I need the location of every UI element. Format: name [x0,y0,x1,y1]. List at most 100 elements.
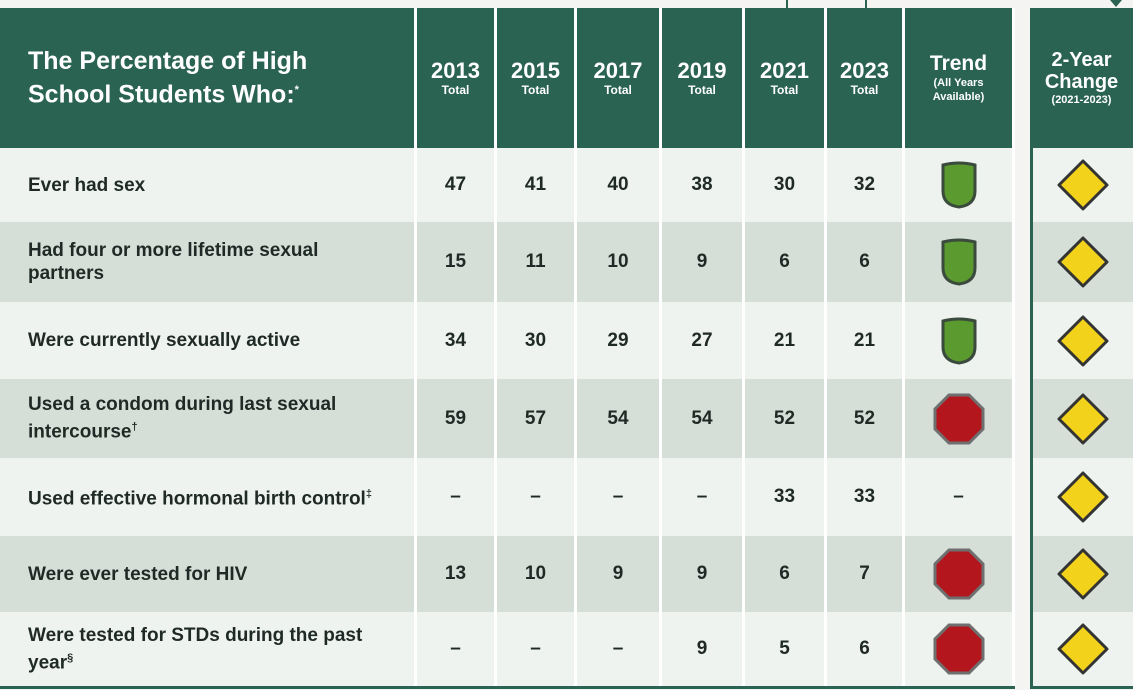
value-cell: 21 [827,302,905,379]
value-cell: – [577,612,662,686]
trend-header: Trend (All Years Available) [905,8,1015,148]
change-icon [1056,470,1110,524]
value-cell: – [417,458,497,536]
footnote-mark: † [131,421,138,434]
value: 32 [853,174,876,195]
change-cell [1030,612,1133,686]
trend-cell [905,536,1015,612]
value: 13 [444,563,467,584]
value-cell: 9 [662,222,745,302]
value-cell: 30 [745,148,827,222]
value: 27 [691,329,713,351]
trend-icon [939,317,979,365]
value: 21 [773,329,796,351]
value: 29 [607,329,629,351]
year-header: 2017 Total [577,8,662,148]
value: 52 [773,407,796,429]
change-cell [1030,148,1133,222]
value-cell: 54 [662,379,745,458]
footnote-mark: § [67,651,74,664]
value-cell: 33 [745,458,827,536]
value-cell: 10 [577,222,662,302]
value: 5 [779,638,790,659]
row-label: Used a condom during last sexual interco… [0,379,417,458]
label: Were ever tested for HIV [28,563,248,585]
footnote-mark: * [294,83,299,96]
change-cell [1030,222,1133,302]
trend-cell [905,302,1015,379]
value-cell: – [497,458,577,536]
value: 38 [691,174,713,195]
label: Used a condom during last sexual interco… [28,394,337,443]
value: 59 [444,407,467,429]
year-header: 2019 Total [662,8,745,148]
value-cell: 40 [577,148,662,222]
value-cell: – [662,458,745,536]
row-label-text: Used a condom during last sexual interco… [28,393,394,443]
year-sub: Total [604,83,632,97]
value: 21 [853,329,876,351]
value: 47 [444,174,467,195]
value-cell: 32 [827,148,905,222]
year-sub: Total [688,83,716,97]
value-cell: 52 [745,379,827,458]
year-sub: Total [850,83,879,97]
value: 11 [525,251,546,272]
value-cell: 30 [497,302,577,379]
year: 2015 [511,58,560,83]
value-cell: 41 [497,148,577,222]
header-title: The Percentage of High School Students W… [28,47,358,109]
value-cell: 47 [417,148,497,222]
value: 6 [859,638,870,659]
value: – [530,638,541,659]
change-icon [1056,392,1110,446]
value-cell: 9 [662,612,745,686]
trend-cell [905,148,1015,222]
value: 33 [773,486,796,507]
label: Used effective hormonal birth control [28,488,366,510]
row-label: Were currently sexually active [0,302,417,379]
value: 9 [696,563,708,584]
value: 9 [612,563,624,584]
row-label-text: Were currently sexually active [28,329,300,352]
gap [1015,8,1030,686]
trend-icon [939,161,979,209]
row-label: Ever had sex [0,148,417,222]
change-icon [1056,314,1110,368]
year: 2017 [593,58,643,83]
change-header: 2-Year Change (2021-2023) [1030,8,1133,148]
value: – [696,486,708,507]
trend-cell [905,379,1015,458]
value-cell: 15 [417,222,497,302]
value-cell: – [577,458,662,536]
change-cell [1030,458,1133,536]
value-cell: 38 [662,148,745,222]
year-sub: Total [441,83,470,97]
change-icon [1056,158,1110,212]
trend-icon [933,393,985,445]
trend-icon [939,238,979,286]
value-cell: 52 [827,379,905,458]
value-cell: 27 [662,302,745,379]
change-icon [1056,547,1110,601]
row-label: Had four or more lifetime sexual partner… [0,222,417,302]
value: – [612,638,624,659]
value: 10 [524,563,547,584]
year: 2013 [431,58,480,83]
value-cell: 57 [497,379,577,458]
value: – [450,486,461,507]
row-label: Used effective hormonal birth control‡ [0,458,417,536]
change-title: 2-Year Change [1044,49,1119,93]
value: 10 [607,251,629,272]
year-sub: Total [770,83,799,97]
value: – [450,638,461,659]
trend-cell: – [905,458,1015,536]
change-cell [1030,379,1133,458]
value: 41 [524,174,547,195]
value-cell: 6 [827,222,905,302]
value: 7 [859,563,870,584]
row-label-text: Were tested for STDs during the past yea… [28,624,394,674]
change-sub: (2021-2023) [1051,94,1112,106]
year-header: 2013 Total [417,8,497,148]
